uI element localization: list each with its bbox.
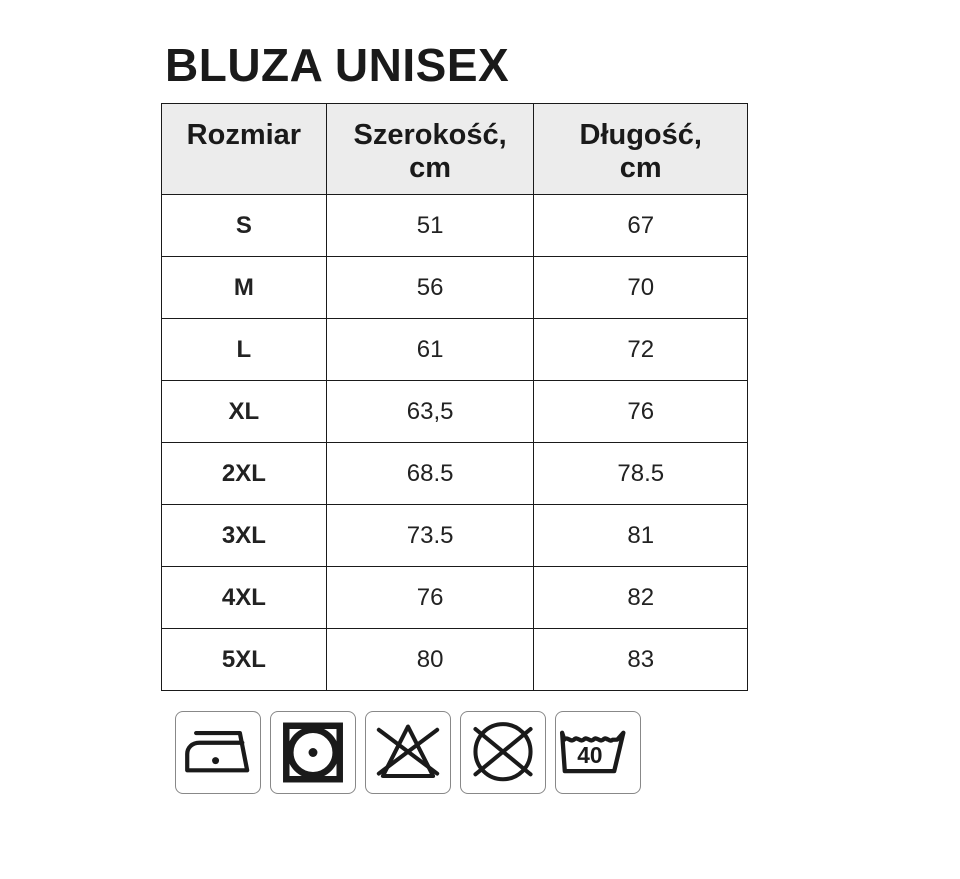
svg-text:40: 40 [577,742,602,768]
